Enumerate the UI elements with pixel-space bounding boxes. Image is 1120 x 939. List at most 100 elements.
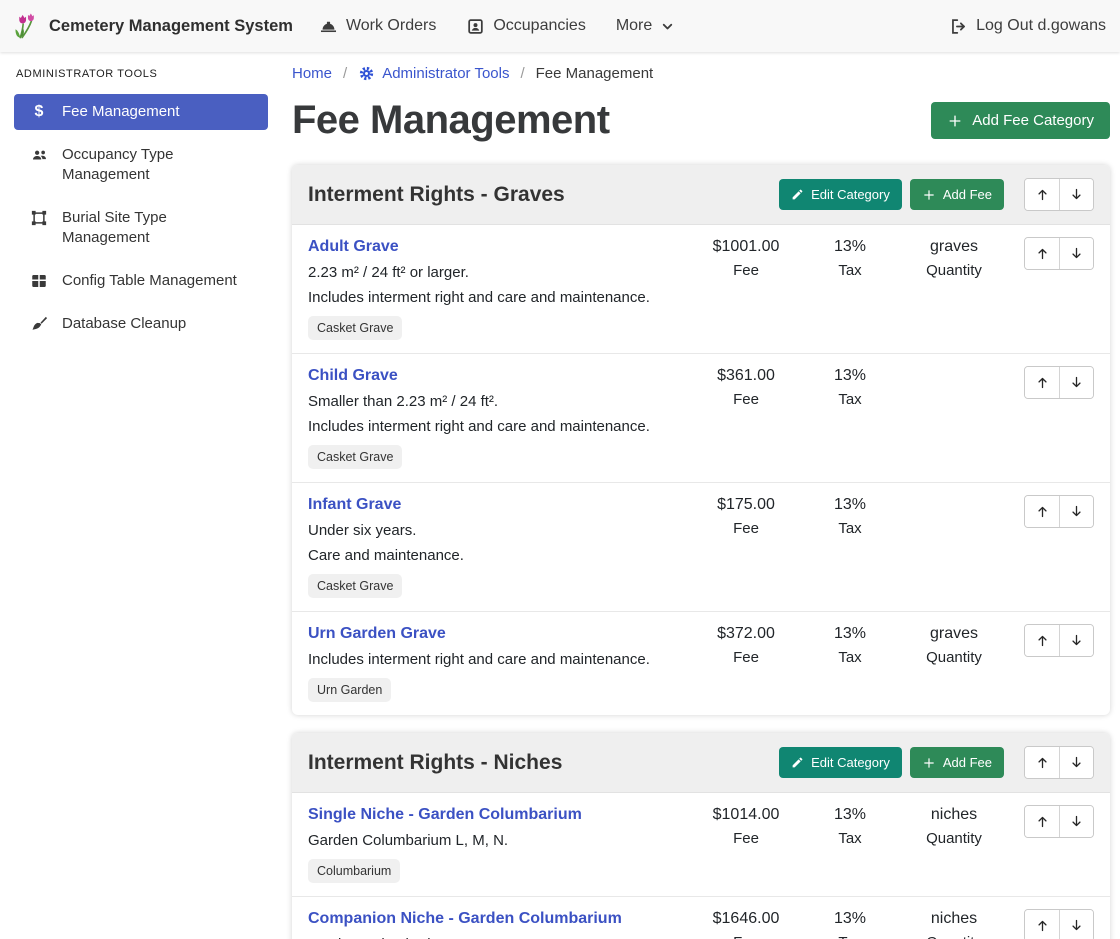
fee-row: Adult Grave 2.23 m² / 24 ft² or larger. … bbox=[292, 225, 1110, 353]
logout-button[interactable]: Log Out d.gowans bbox=[949, 17, 1106, 36]
fee-name-link[interactable]: Infant Grave bbox=[308, 494, 401, 516]
move-fee-up-button[interactable] bbox=[1025, 625, 1059, 656]
fee-description-1: Garden Columbarium L, M, N. bbox=[308, 831, 688, 851]
move-fee-up-button[interactable] bbox=[1025, 238, 1059, 269]
fee-tax-value: 13% bbox=[798, 908, 902, 930]
arrow-down-icon bbox=[1069, 504, 1084, 519]
move-fee-down-button[interactable] bbox=[1059, 625, 1093, 656]
plus-icon bbox=[947, 113, 963, 129]
move-fee-up-button[interactable] bbox=[1025, 367, 1059, 398]
sidebar-item-occupancy-type[interactable]: Occupancy Type Management bbox=[14, 137, 268, 193]
move-category-down-button[interactable] bbox=[1059, 747, 1093, 778]
fee-reorder-group bbox=[1024, 909, 1094, 939]
pencil-icon bbox=[791, 756, 804, 769]
fee-name-link[interactable]: Companion Niche - Garden Columbarium bbox=[308, 908, 622, 930]
move-fee-down-button[interactable] bbox=[1059, 806, 1093, 837]
sidebar-item-burial-site-type[interactable]: Burial Site Type Management bbox=[14, 200, 268, 256]
fee-info: Infant Grave Under six years. Care and m… bbox=[308, 494, 694, 598]
fee-type-badge: Casket Grave bbox=[308, 445, 402, 469]
nav-work-orders-label: Work Orders bbox=[346, 17, 436, 35]
fee-tax-label: Tax bbox=[798, 520, 902, 537]
sidebar-item-config-table[interactable]: Config Table Management bbox=[14, 263, 268, 299]
fee-quantity-value: niches bbox=[902, 908, 1006, 930]
move-fee-down-button[interactable] bbox=[1059, 238, 1093, 269]
sidebar: ADMINISTRATOR TOOLS $ Fee Management Occ… bbox=[0, 52, 280, 349]
fee-type-badge: Urn Garden bbox=[308, 678, 391, 702]
add-fee-category-button[interactable]: Add Fee Category bbox=[931, 102, 1110, 139]
users-icon bbox=[29, 145, 49, 165]
edit-category-button[interactable]: Edit Category bbox=[779, 747, 902, 778]
sidebar-item-fee-management[interactable]: $ Fee Management bbox=[14, 94, 268, 130]
add-fee-button[interactable]: Add Fee bbox=[910, 747, 1004, 778]
category-title: Interment Rights - Graves bbox=[308, 183, 771, 207]
sidebar-item-label: Occupancy Type Management bbox=[62, 145, 258, 185]
fee-tax-label: Tax bbox=[798, 262, 902, 279]
move-fee-up-button[interactable] bbox=[1025, 806, 1059, 837]
arrow-down-icon bbox=[1069, 755, 1084, 770]
move-category-up-button[interactable] bbox=[1025, 179, 1059, 210]
fee-amount-label: Fee bbox=[694, 520, 798, 537]
gear-icon bbox=[358, 65, 375, 82]
arrow-up-icon bbox=[1035, 187, 1050, 202]
breadcrumb-home-link[interactable]: Home bbox=[292, 65, 332, 82]
nav-work-orders[interactable]: Work Orders bbox=[319, 17, 436, 36]
fee-description-1: Includes interment right and care and ma… bbox=[308, 650, 688, 670]
move-fee-down-button[interactable] bbox=[1059, 910, 1093, 939]
fee-amount-column: $361.00 Fee bbox=[694, 365, 798, 408]
plus-icon bbox=[922, 188, 936, 202]
fee-type-badge: Casket Grave bbox=[308, 316, 402, 340]
fee-category-card: Interment Rights - Graves Edit Category … bbox=[292, 165, 1110, 715]
logout-label: Log Out d.gowans bbox=[976, 17, 1106, 35]
move-category-down-button[interactable] bbox=[1059, 179, 1093, 210]
fee-amount-column: $175.00 Fee bbox=[694, 494, 798, 537]
breadcrumb-admin-tools-link[interactable]: Administrator Tools bbox=[358, 65, 509, 82]
fee-quantity-column: graves Quantity bbox=[902, 623, 1006, 666]
fee-name-link[interactable]: Adult Grave bbox=[308, 236, 399, 258]
fee-quantity-label: Quantity bbox=[902, 830, 1006, 847]
fee-tax-value: 13% bbox=[798, 365, 902, 387]
sidebar-item-database-cleanup[interactable]: Database Cleanup bbox=[14, 306, 268, 342]
fee-quantity-label: Quantity bbox=[902, 934, 1006, 939]
sidebar-item-label: Burial Site Type Management bbox=[62, 208, 258, 248]
nav-more-menu[interactable]: More bbox=[616, 17, 675, 35]
breadcrumb-admin-tools-label: Administrator Tools bbox=[382, 65, 509, 82]
fee-name-link[interactable]: Single Niche - Garden Columbarium bbox=[308, 804, 582, 826]
fee-list: Single Niche - Garden Columbarium Garden… bbox=[292, 793, 1110, 939]
fee-list: Adult Grave 2.23 m² / 24 ft² or larger. … bbox=[292, 225, 1110, 715]
breadcrumb-separator: / bbox=[520, 65, 524, 82]
app-brand: Cemetery Management System bbox=[14, 11, 293, 41]
edit-category-label: Edit Category bbox=[811, 187, 890, 202]
move-fee-down-button[interactable] bbox=[1059, 496, 1093, 527]
edit-category-button[interactable]: Edit Category bbox=[779, 179, 902, 210]
fee-row: Companion Niche - Garden Columbarium Gar… bbox=[292, 896, 1110, 939]
move-category-up-button[interactable] bbox=[1025, 747, 1059, 778]
table-icon bbox=[29, 271, 49, 290]
sign-out-icon bbox=[949, 17, 968, 36]
fee-tax-column: 13% Tax bbox=[798, 804, 902, 847]
fee-reorder-group bbox=[1024, 805, 1094, 838]
nav-occupancies[interactable]: Occupancies bbox=[466, 17, 586, 36]
chevron-down-icon bbox=[660, 19, 675, 34]
fee-category-card: Interment Rights - Niches Edit Category … bbox=[292, 733, 1110, 939]
fee-reorder-group bbox=[1024, 624, 1094, 657]
fee-description-2: Includes interment right and care and ma… bbox=[308, 417, 688, 437]
add-fee-button[interactable]: Add Fee bbox=[910, 179, 1004, 210]
fee-tax-column: 13% Tax bbox=[798, 236, 902, 279]
move-fee-up-button[interactable] bbox=[1025, 496, 1059, 527]
move-fee-down-button[interactable] bbox=[1059, 367, 1093, 398]
arrow-down-icon bbox=[1069, 375, 1084, 390]
fee-name-link[interactable]: Urn Garden Grave bbox=[308, 623, 446, 645]
fee-description-1: Under six years. bbox=[308, 521, 688, 541]
fee-amount-label: Fee bbox=[694, 262, 798, 279]
fee-amount-label: Fee bbox=[694, 391, 798, 408]
fee-name-link[interactable]: Child Grave bbox=[308, 365, 398, 387]
fee-info: Child Grave Smaller than 2.23 m² / 24 ft… bbox=[308, 365, 694, 469]
category-header: Interment Rights - Niches Edit Category … bbox=[292, 733, 1110, 793]
breadcrumb-current: Fee Management bbox=[536, 65, 654, 82]
arrow-down-icon bbox=[1069, 187, 1084, 202]
category-header: Interment Rights - Graves Edit Category … bbox=[292, 165, 1110, 225]
fee-amount-column: $1001.00 Fee bbox=[694, 236, 798, 279]
hard-hat-icon bbox=[319, 17, 338, 36]
move-fee-up-button[interactable] bbox=[1025, 910, 1059, 939]
fee-tax-value: 13% bbox=[798, 804, 902, 826]
